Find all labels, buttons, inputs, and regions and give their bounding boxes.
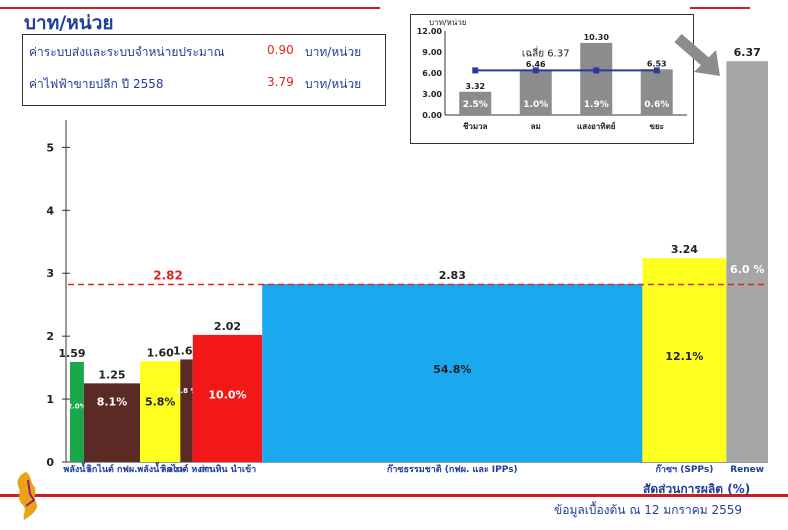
bar-share-label: 5.8% [145,395,176,408]
bar-category-label: ก๊าซธรรมชาติ (กฟผ. และ IPPs) [387,464,518,475]
inset-bar-value-label: 6.53 [647,59,667,68]
inset-y-tick-label: 9.00 [422,48,442,57]
inset-average-marker [472,67,479,74]
bar-share-label: 1.8 % [176,387,198,395]
cost-label: ค่าไฟฟ้าขายปลีก ปี 2558 [29,77,164,91]
inset-bar-value-label: 6.46 [526,60,546,69]
inset-y-tick-label: 6.00 [422,69,442,78]
y-tick-label: 5 [46,141,54,154]
bar-category-label: Renew [730,465,764,475]
cost-value: 3.79 [267,75,294,89]
cost-row-transmission: ค่าระบบส่งและระบบจำหน่ายประมาณ 0.90 บาท/… [29,43,361,62]
reference-label: 2.82 [153,269,183,283]
inset-y-axis-title: บาท/หน่วย [429,18,466,27]
top-rule-right [690,7,750,9]
bar-category-label: พลังน้ำ [63,462,90,475]
bar-share-label: 12.1% [665,350,703,363]
bar-share-label: 8.1% [97,395,128,408]
bar-share-label: 54.8% [433,363,471,376]
bar [726,61,768,463]
bar [180,359,193,462]
bar-value-label: 3.24 [671,243,698,256]
inset-bar [519,69,552,115]
bar [192,334,263,462]
bar-category-label: ลิกไนต์ หงสา [160,463,212,475]
inset-category-label: ลม [531,122,541,131]
inset-category-label: แสงอาทิตย์ [577,121,616,131]
bar-share-label: 10.0% [208,388,246,401]
bar-category-label: พลังน้ำ ลาว [137,462,183,475]
inset-bar-share-label: 0.6% [644,100,669,110]
y-tick-label: 0 [46,456,54,469]
inset-average-marker [532,67,539,74]
bar-share-label: 6.0 % [730,263,764,276]
top-rule [0,7,380,9]
bar [140,361,181,462]
inset-y-tick-label: 0.00 [422,111,442,120]
bar [262,283,643,462]
bar-value-label: 1.59 [58,347,85,360]
bar-value-label: 2.83 [439,269,466,282]
bar [70,361,84,462]
inset-bar [640,69,673,115]
y-tick-label: 4 [46,204,54,217]
bar-value-label: 6.37 [734,46,761,59]
bar [642,258,727,462]
share-axis-label: สัดส่วนการผลิต (%) [643,482,751,496]
bar-share-label: 2.0% [67,403,86,411]
y-tick-label: 2 [46,330,54,343]
inset-bar-share-label: 2.5% [463,100,488,110]
logo-icon [17,472,37,520]
bar [83,383,141,462]
cost-unit: บาท/หน่วย [305,45,362,59]
cost-label: ค่าระบบส่งและระบบจำหน่ายประมาณ [29,45,225,59]
inset-category-label: ชีวมวล [463,121,488,131]
bar-value-label: 1.60 [147,346,174,359]
cost-unit: บาท/หน่วย [305,77,362,91]
inset-bar-value-label: 3.32 [465,82,485,91]
arrow-icon [674,33,720,76]
source-note: ข้อมูลเบื้องต้น ณ 12 มกราคม 2559 [554,503,742,517]
inset-y-tick-label: 12.00 [417,27,443,36]
bar-value-label: 1.25 [98,368,125,381]
page-title: บาท/หน่วย [24,12,114,34]
inset-average-marker [653,67,660,74]
cost-box: ค่าระบบส่งและระบบจำหน่ายประมาณ 0.90 บาท/… [22,34,386,106]
inset-bar-share-label: 1.9% [584,100,609,110]
inset-category-label: ขยะ [650,122,664,131]
inset-y-tick-label: 3.00 [422,90,442,99]
inset-chart: บาท/หน่วย 0.00 3.00 6.00 9.00 12.00 3.32 2.5% ชี… [417,18,687,131]
bar-category-label: ก๊าซฯ (SPPs) [655,464,713,475]
bottom-rule [0,494,788,497]
y-tick-label: 1 [46,393,54,406]
cost-row-retail: ค่าไฟฟ้าขายปลีก ปี 2558 3.79 บาท/หน่วย [29,75,361,94]
y-tick-label: 3 [46,267,54,280]
inset-chart-box: บาท/หน่วย 0.00 3.00 6.00 9.00 12.00 3.32 2.5% ชี… [410,14,694,144]
inset-bar-value-label: 10.30 [584,33,610,42]
inset-bar-share-label: 1.0% [523,100,548,110]
inset-bar [580,42,613,115]
inset-average-label: เฉลี่ย 6.37 [522,45,570,59]
cost-value: 0.90 [267,43,294,57]
inset-average-marker [593,67,600,74]
bar-value-label: 2.02 [214,320,241,333]
inset-bar [459,91,492,115]
bar-category-label: ถ่านหิน นำเข้า [199,464,256,475]
bar-category-label: ลิกไนต์ กฟผ. [86,463,138,475]
